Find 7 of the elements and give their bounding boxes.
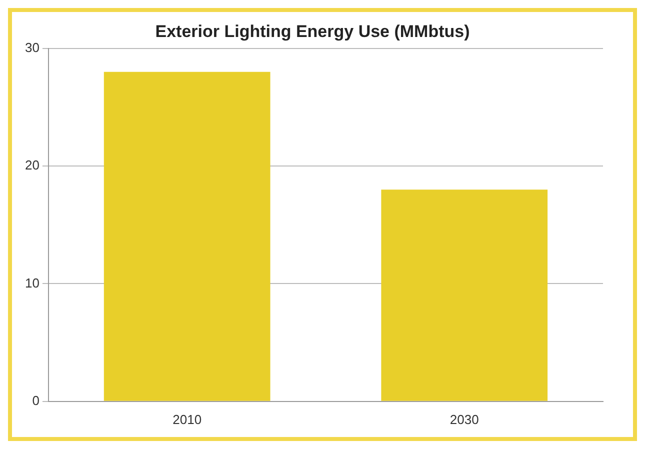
- x-tick-label: 2030: [450, 412, 479, 427]
- y-tick-label: 30: [24, 40, 40, 55]
- chart-title: Exterior Lighting Energy Use (MMbtus): [155, 22, 470, 41]
- y-tick-label: 0: [32, 392, 40, 408]
- x-tick-label: 2010: [172, 412, 202, 427]
- y-tick-label: 20: [24, 158, 40, 173]
- y-tick-label: 10: [24, 275, 40, 290]
